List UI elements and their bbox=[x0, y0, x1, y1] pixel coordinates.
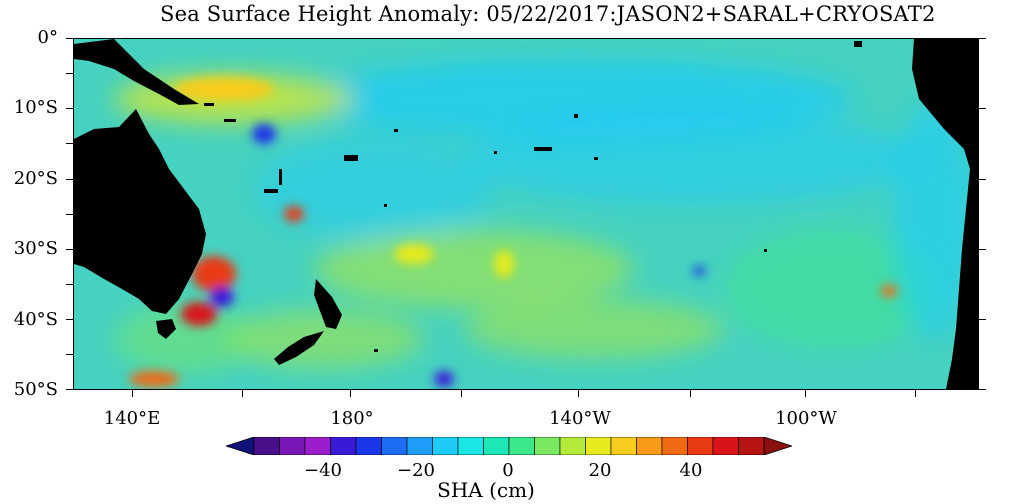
colorbar-swatch bbox=[457, 436, 484, 456]
island-solomon-a bbox=[204, 103, 214, 106]
lat-tick-35 bbox=[66, 284, 73, 285]
lat-tick-40 bbox=[66, 319, 73, 320]
lat-label-30s: 30°S bbox=[13, 238, 58, 259]
new-guinea bbox=[74, 39, 199, 105]
colorbar-swatch bbox=[585, 436, 612, 456]
island-kermadec bbox=[384, 204, 387, 207]
colorbar-swatch bbox=[534, 436, 561, 456]
colorbar-swatch bbox=[559, 436, 586, 456]
colorbar-arrow-high bbox=[763, 436, 794, 456]
island-galapagos bbox=[854, 41, 862, 47]
anomaly-field bbox=[114, 59, 974, 374]
lat-label-50s: 50°S bbox=[13, 379, 58, 400]
land-masses bbox=[74, 39, 978, 389]
lat-tick-right-10 bbox=[979, 108, 986, 109]
lat-tick-right-50 bbox=[979, 389, 986, 390]
anomaly-eddies bbox=[129, 77, 897, 387]
colorbar-swatch bbox=[610, 436, 637, 456]
island-samoa bbox=[394, 129, 398, 132]
colorbar-swatch bbox=[330, 436, 357, 456]
colorbar-swatch bbox=[432, 436, 459, 456]
australia bbox=[74, 109, 206, 314]
lat-label-20s: 20°S bbox=[13, 168, 58, 189]
island-new-caledonia bbox=[264, 189, 278, 193]
lon-tick-180 bbox=[350, 390, 351, 397]
lat-tick-20 bbox=[66, 179, 73, 180]
colorbar-swatch bbox=[304, 436, 331, 456]
island-chatham bbox=[374, 349, 378, 352]
lon-label-140e: 140°E bbox=[103, 408, 161, 429]
map-canvas bbox=[74, 39, 978, 389]
lat-tick-10 bbox=[66, 108, 73, 109]
lat-tick-50 bbox=[66, 389, 73, 390]
island-solomon-b bbox=[224, 119, 236, 122]
colorbar-swatch bbox=[661, 436, 688, 456]
island-tuamotu bbox=[594, 157, 598, 160]
lon-tick-140w bbox=[578, 390, 579, 397]
lat-tick-30 bbox=[66, 249, 73, 250]
lat-tick-45 bbox=[66, 354, 73, 355]
colorbar-swatch bbox=[279, 436, 306, 456]
colorbar-arrow-low bbox=[224, 436, 255, 456]
lon-label-100w: 100°W bbox=[775, 408, 837, 429]
colorbar-swatch bbox=[381, 436, 408, 456]
colorbar bbox=[224, 436, 794, 456]
lat-label-10s: 10°S bbox=[13, 97, 58, 118]
colorbar-label-minus20: −20 bbox=[397, 460, 435, 481]
lon-tick-80w bbox=[915, 390, 916, 397]
colorbar-swatch bbox=[355, 436, 382, 456]
lon-tick-140e bbox=[132, 390, 133, 397]
island-easter bbox=[764, 249, 767, 252]
colorbar-swatch bbox=[483, 436, 510, 456]
colorbar-swatch bbox=[636, 436, 663, 456]
colorbar-swatch bbox=[738, 436, 765, 456]
south-america bbox=[912, 39, 978, 389]
colorbar-swatch bbox=[712, 436, 739, 456]
lon-tick-160e bbox=[242, 390, 243, 397]
colorbar-label-minus40: −40 bbox=[304, 460, 342, 481]
lon-label-180: 180° bbox=[330, 408, 374, 429]
new-zealand-south bbox=[274, 331, 324, 365]
colorbar-label-20: 20 bbox=[588, 460, 612, 481]
lat-label-0: 0° bbox=[37, 27, 58, 48]
colorbar-label-0: 0 bbox=[502, 460, 514, 481]
island-marquesas bbox=[574, 114, 578, 118]
map-title: Sea Surface Height Anomaly: 05/22/2017:J… bbox=[160, 2, 936, 26]
lat-tick-15 bbox=[66, 143, 73, 144]
island-fiji bbox=[344, 155, 358, 161]
colorbar-swatch bbox=[406, 436, 433, 456]
colorbar-swatch bbox=[508, 436, 535, 456]
lat-tick-0 bbox=[66, 38, 73, 39]
lat-tick-right-20 bbox=[979, 179, 986, 180]
lat-label-40s: 40°S bbox=[13, 309, 58, 330]
lon-label-140w: 140°W bbox=[549, 408, 611, 429]
colorbar-svg bbox=[224, 436, 794, 456]
island-society bbox=[534, 147, 552, 151]
colorbar-title: SHA (cm) bbox=[437, 478, 535, 502]
tasmania bbox=[156, 319, 176, 339]
lat-tick-5 bbox=[66, 73, 73, 74]
lon-tick-120w bbox=[690, 390, 691, 397]
colorbar-swatch bbox=[253, 436, 280, 456]
new-zealand-north bbox=[314, 279, 342, 329]
colorbar-swatch bbox=[687, 436, 714, 456]
lat-tick-right-0 bbox=[979, 38, 986, 39]
island-vanuatu bbox=[279, 169, 282, 185]
lon-tick-160w bbox=[461, 390, 462, 397]
lon-tick-100w bbox=[805, 390, 806, 397]
lat-tick-right-30 bbox=[979, 249, 986, 250]
colorbar-label-40: 40 bbox=[679, 460, 703, 481]
sea-surface-height-map bbox=[73, 38, 979, 390]
lat-tick-right-40 bbox=[979, 319, 986, 320]
island-cook bbox=[494, 151, 497, 154]
lat-tick-25 bbox=[66, 214, 73, 215]
